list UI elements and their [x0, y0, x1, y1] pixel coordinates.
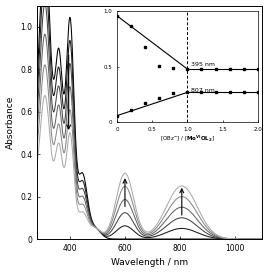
Y-axis label: Absorbance: Absorbance	[6, 96, 14, 149]
X-axis label: Wavelength / nm: Wavelength / nm	[111, 259, 188, 268]
